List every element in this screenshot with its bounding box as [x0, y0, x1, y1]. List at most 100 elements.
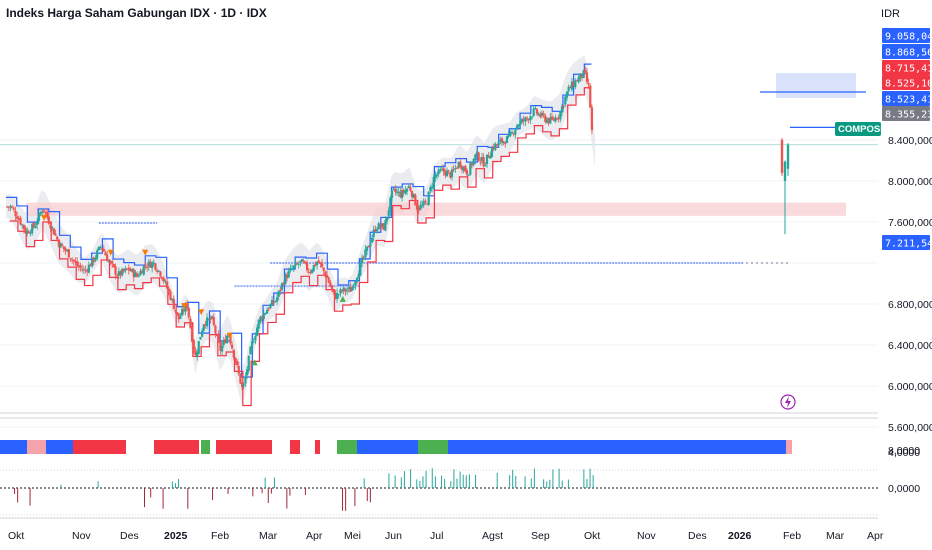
candle-body — [329, 282, 332, 287]
candle-body — [137, 275, 140, 277]
candle-body — [82, 269, 85, 271]
candle-body — [59, 243, 62, 248]
candle-body — [405, 188, 409, 192]
candle-body — [585, 72, 589, 82]
candle-body — [385, 217, 389, 222]
candle-body — [394, 188, 397, 193]
time-axis-tick: 2026 — [728, 530, 752, 542]
candle-body — [370, 237, 374, 243]
candle-body — [56, 236, 59, 240]
candle-body — [327, 277, 330, 283]
regime-segment — [154, 440, 199, 454]
candle-body — [430, 186, 434, 189]
candle-body — [590, 107, 594, 131]
candle-body — [395, 191, 399, 193]
time-axis-tick: Apr — [867, 530, 884, 542]
candle-body — [467, 174, 470, 176]
candle-body — [109, 261, 112, 263]
sell-signal-marker — [41, 214, 48, 221]
candle-body — [437, 169, 440, 175]
candle-body — [156, 270, 159, 272]
candle-body — [507, 134, 510, 137]
candle-body — [412, 193, 415, 198]
bollinger-band — [6, 55, 596, 405]
price-badge-label: 8.715,4110 — [885, 64, 932, 75]
candle-body — [284, 274, 287, 284]
time-axis-tick: Feb — [783, 530, 801, 542]
candle-body — [534, 108, 537, 110]
candle-body — [497, 141, 500, 145]
candle-body — [274, 301, 277, 303]
candle-body — [47, 216, 50, 224]
candle-body — [495, 144, 499, 146]
candle-body — [94, 257, 97, 261]
candle-body — [435, 174, 439, 176]
price-badge — [882, 44, 930, 59]
candle-body — [505, 136, 509, 143]
sell-signal-marker — [226, 332, 233, 339]
candle-body — [209, 318, 212, 320]
candle-body — [254, 335, 257, 341]
candle-body — [432, 176, 435, 189]
candle-body — [191, 326, 194, 342]
candle-body — [107, 261, 110, 263]
candle-body — [177, 313, 180, 320]
candle-body — [42, 210, 45, 212]
candle-body — [27, 231, 30, 234]
candle-body — [26, 230, 29, 234]
candle-body — [399, 191, 402, 198]
candle-body — [71, 259, 74, 261]
candle-body — [350, 287, 354, 291]
candle-body — [317, 260, 320, 263]
time-axis-tick: Jul — [430, 530, 443, 542]
candle-body — [584, 70, 587, 73]
candle-body — [487, 155, 490, 158]
currency-label[interactable]: IDR — [881, 8, 900, 20]
candle-body — [84, 269, 87, 271]
candle-body — [81, 269, 84, 271]
candle-body — [247, 355, 250, 371]
candle-body — [172, 299, 175, 310]
candle-body — [250, 341, 254, 348]
candle-body — [297, 263, 300, 265]
candle-body — [324, 271, 327, 277]
candle-body — [325, 275, 329, 278]
time-axis-tick: Feb — [211, 530, 229, 542]
candle-body — [231, 344, 234, 349]
regime-segment — [448, 440, 786, 454]
candle-body — [502, 141, 505, 144]
candle-body — [141, 270, 144, 274]
candle-body — [262, 313, 265, 319]
candle-body — [390, 190, 394, 198]
candle-body — [542, 113, 545, 116]
candle-body — [14, 211, 17, 217]
sell-signal-marker — [107, 249, 114, 256]
candle-body — [575, 80, 579, 82]
price-badge-label: 8.525,1010 — [885, 79, 932, 90]
candle-body — [299, 260, 302, 263]
candle-body — [279, 289, 282, 291]
candle-body — [69, 258, 72, 260]
oscillator-axis-tick: 4,0000 — [888, 447, 920, 459]
candle-body — [302, 260, 305, 263]
candle-body — [104, 252, 107, 256]
candle-body — [182, 309, 185, 312]
candle-body — [549, 117, 552, 124]
candle-body — [460, 166, 464, 170]
candle-body — [79, 265, 82, 268]
candle-body — [510, 132, 514, 134]
candle-body — [257, 319, 260, 329]
candle-body — [417, 207, 420, 211]
price-badge — [882, 75, 930, 90]
candle-body — [290, 268, 294, 270]
candle-body — [557, 117, 560, 119]
candle-body — [490, 147, 494, 157]
candle-body — [201, 330, 204, 337]
candle-body — [292, 265, 295, 269]
sell-signal-marker — [181, 303, 188, 310]
candle-body — [166, 281, 169, 289]
candle-body — [482, 156, 485, 167]
candle-body — [101, 248, 104, 250]
price-badge-label: 8.523,4101 — [885, 95, 932, 106]
